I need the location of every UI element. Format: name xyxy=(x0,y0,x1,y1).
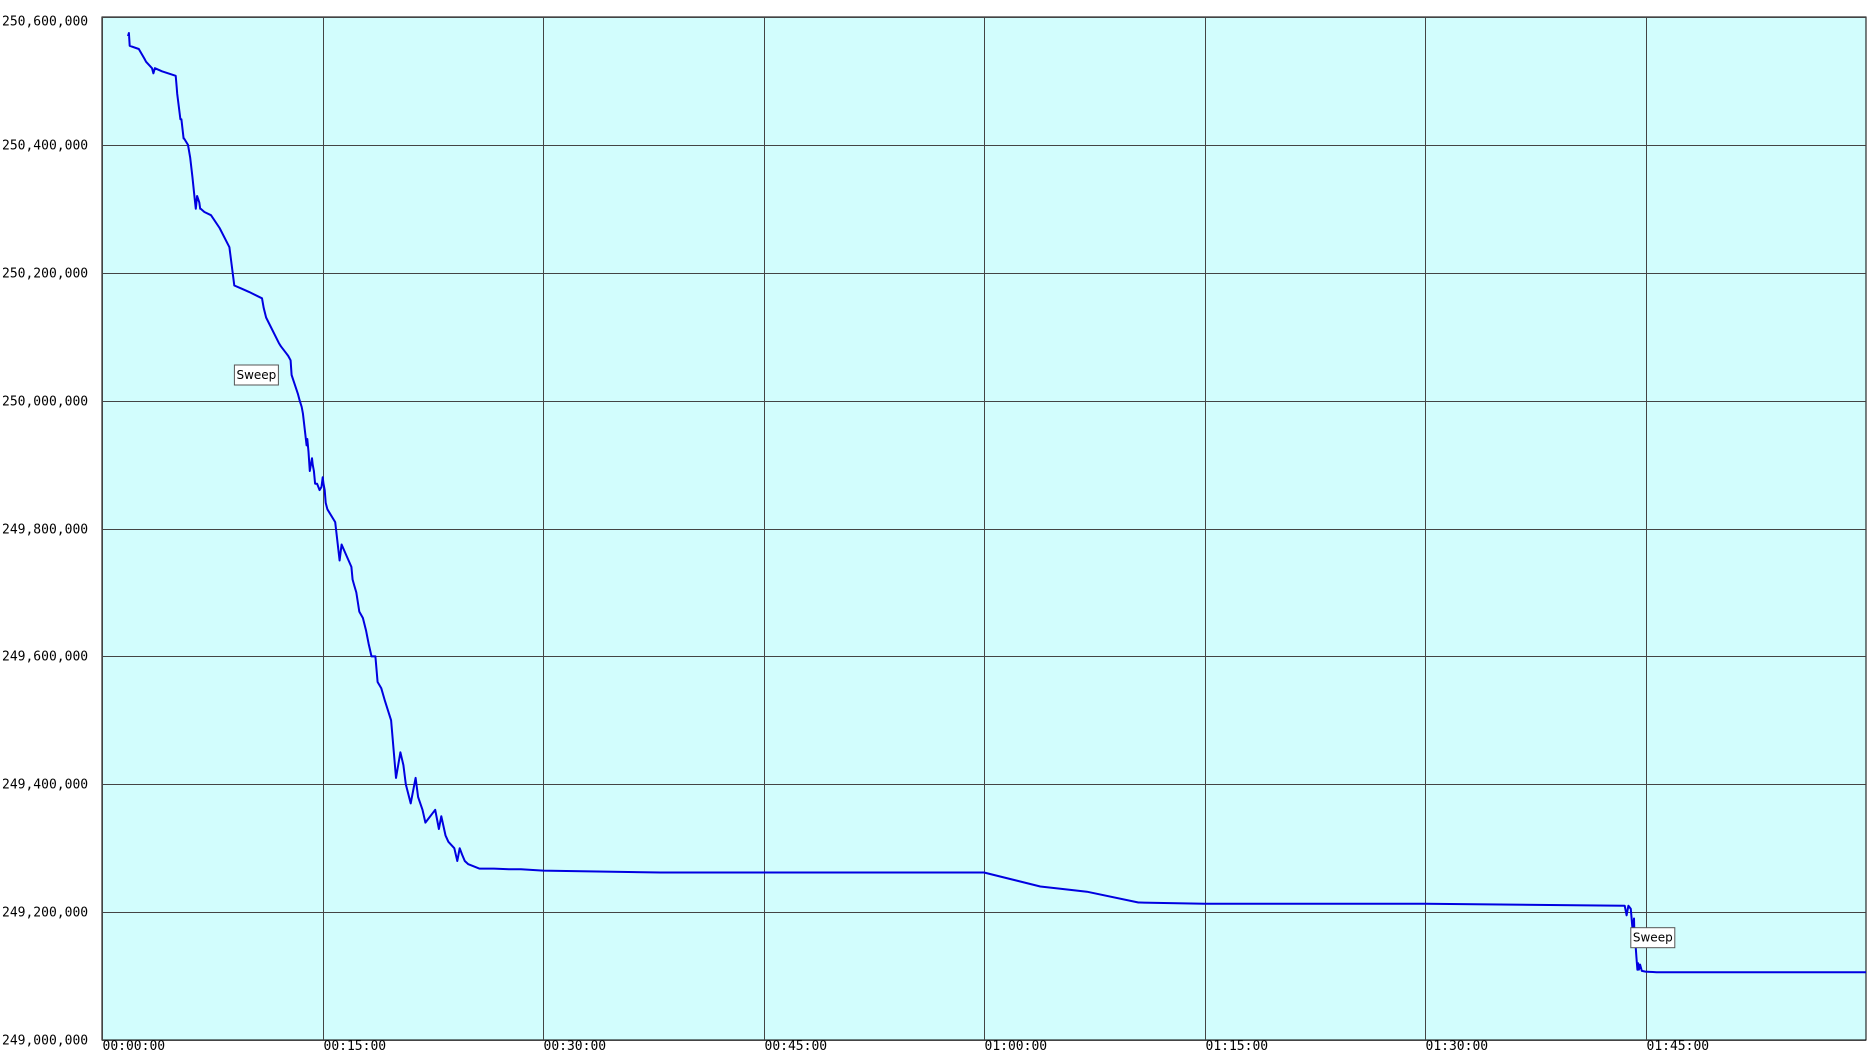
x-axis-tick-labels: 00:00:00 00:15:00 00:30:00 00:45:00 01:00:00… xyxy=(103,1039,1710,1050)
annotation-label: Sweep xyxy=(236,368,276,382)
annotations: Sweep Sweep xyxy=(233,364,1676,949)
x-tick-label: 00:15:00 xyxy=(324,1039,387,1050)
y-tick-label: 249,600,000 xyxy=(2,650,88,665)
x-tick-label: 00:45:00 xyxy=(765,1039,828,1050)
y-axis-tick-labels: 249,000,000 249,200,000 249,400,000 249,600… xyxy=(2,15,88,1049)
series-line-0 xyxy=(127,32,1866,974)
annotation-label: Sweep xyxy=(1633,931,1673,945)
y-tick-label: 250,000,000 xyxy=(2,395,88,410)
x-tick-label: 01:45:00 xyxy=(1647,1039,1710,1050)
series-group xyxy=(127,32,1866,974)
x-tick-label: 00:30:00 xyxy=(544,1039,607,1050)
y-tick-label: 250,400,000 xyxy=(2,139,88,154)
x-tick-label: 00:00:00 xyxy=(103,1039,166,1050)
y-tick-label: 249,200,000 xyxy=(2,906,88,921)
grid-lines xyxy=(102,17,1866,1041)
y-tick-label: 250,600,000 xyxy=(2,15,88,30)
x-tick-label: 01:30:00 xyxy=(1426,1039,1489,1050)
y-tick-label: 249,000,000 xyxy=(2,1034,88,1049)
sweep-annotation: Sweep xyxy=(233,364,279,386)
y-tick-label: 249,800,000 xyxy=(2,523,88,538)
y-tick-label: 249,400,000 xyxy=(2,778,88,793)
y-tick-label: 250,200,000 xyxy=(2,267,88,282)
x-tick-label: 01:00:00 xyxy=(985,1039,1048,1050)
x-tick-label: 01:15:00 xyxy=(1206,1039,1269,1050)
annotation-box xyxy=(233,364,279,386)
sweep-annotation: Sweep xyxy=(1630,927,1676,949)
annotation-box xyxy=(1630,927,1676,949)
